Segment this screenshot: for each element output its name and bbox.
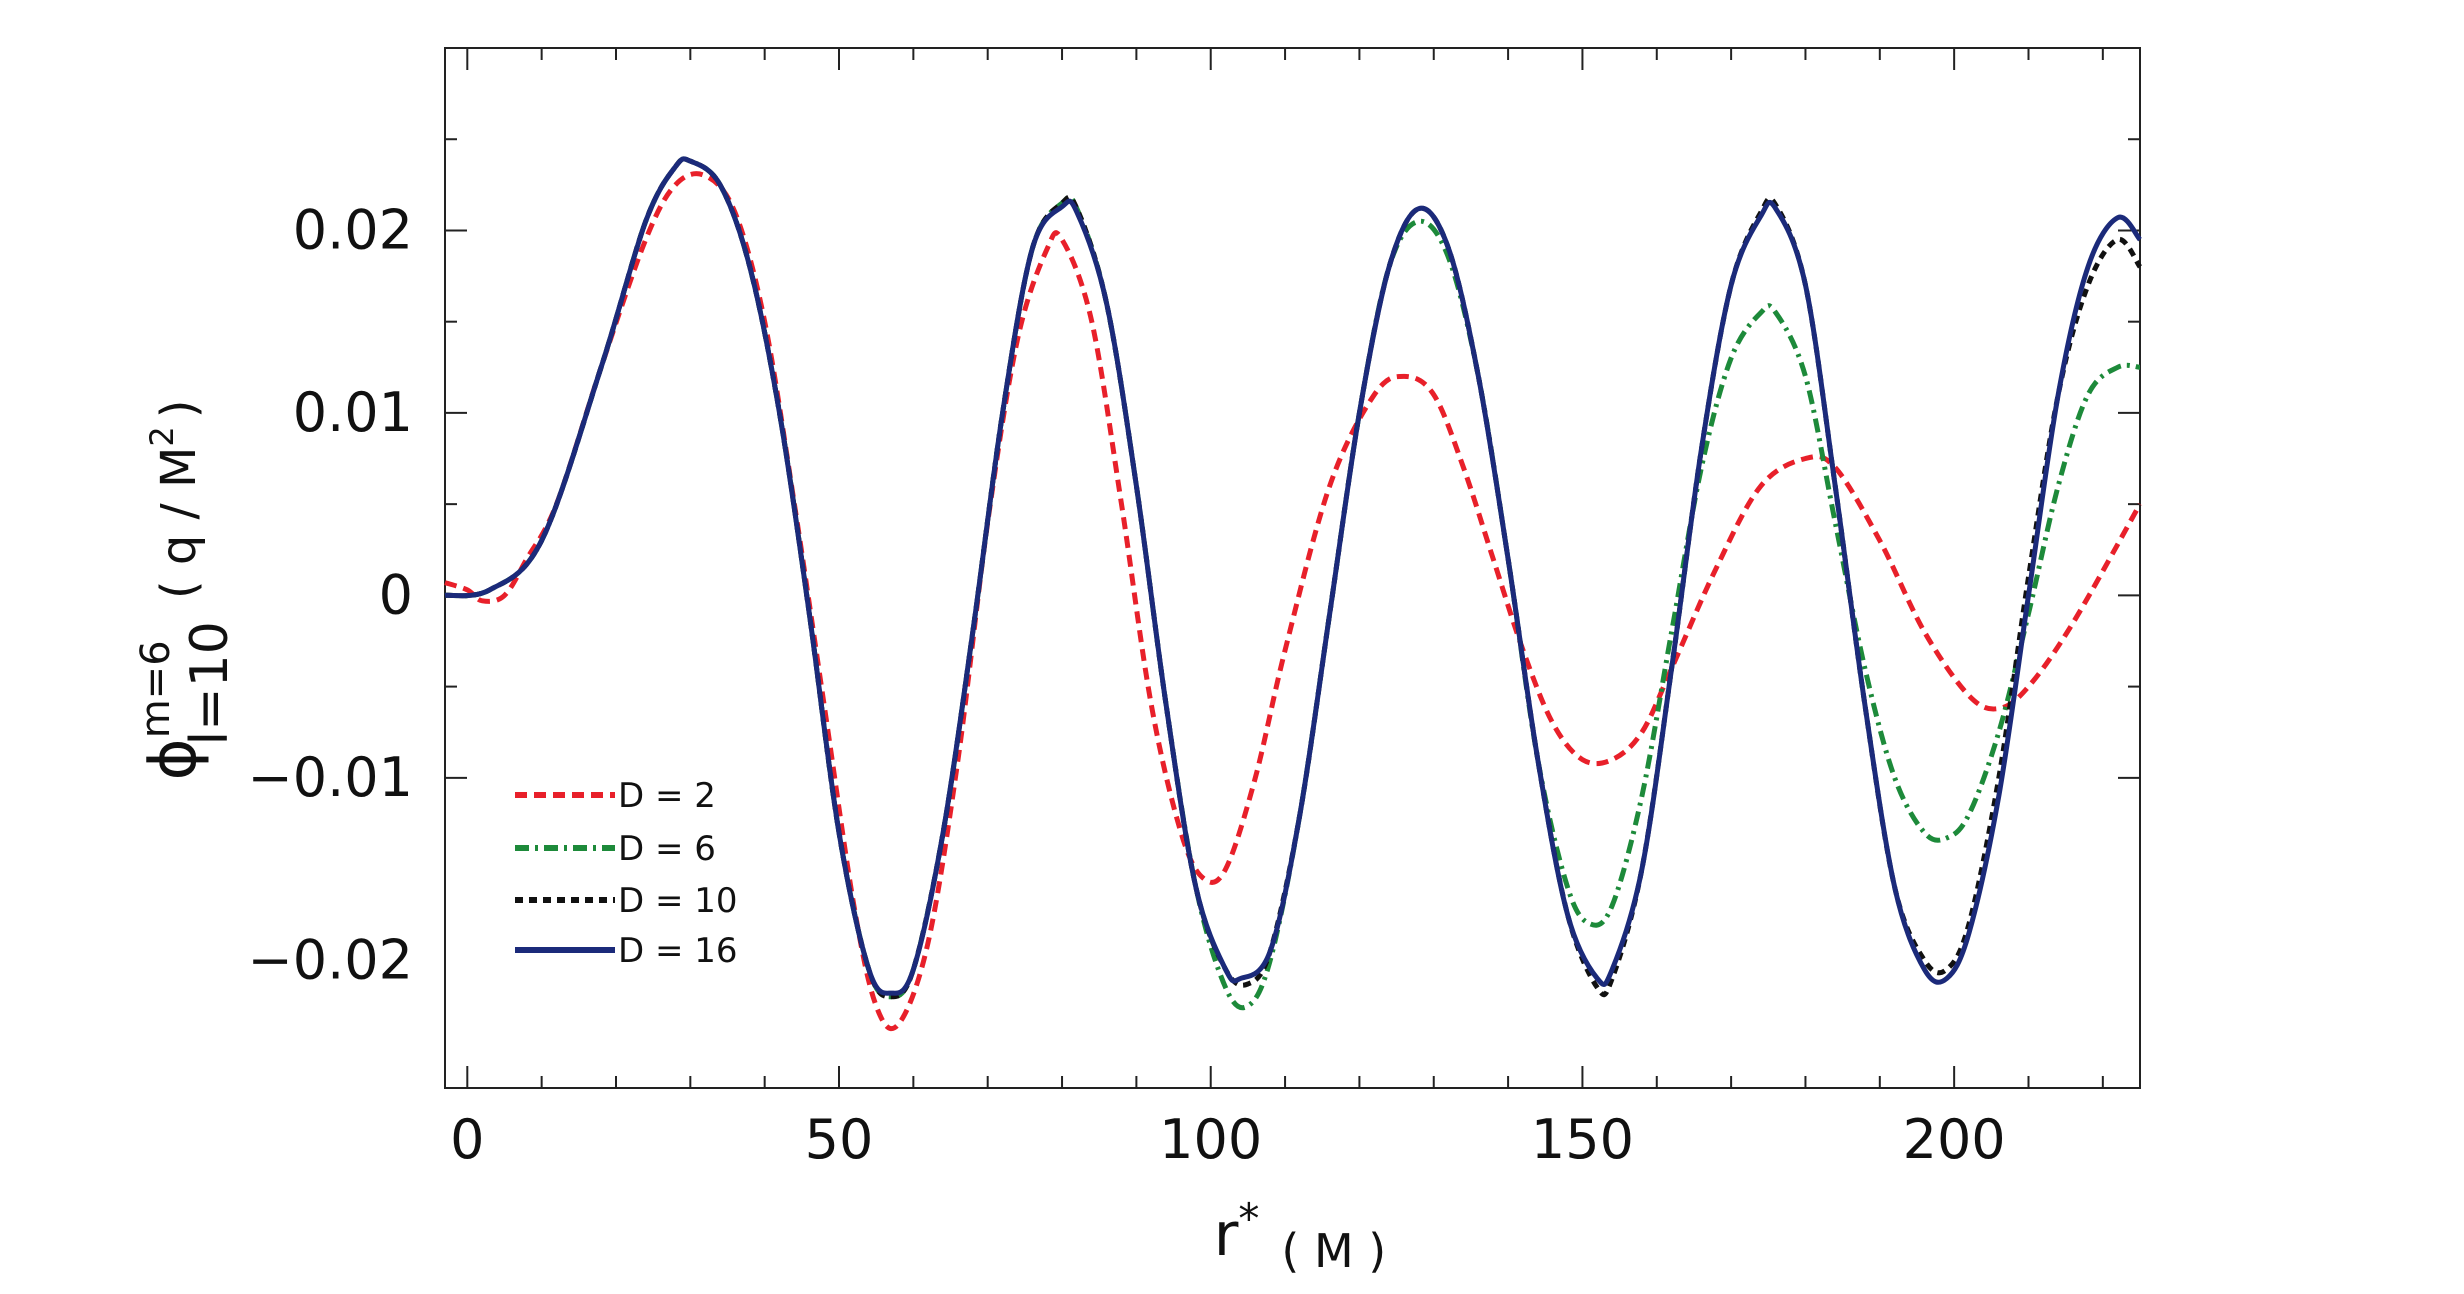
x-axis-label: r* ( M )	[1214, 1194, 1387, 1278]
y-axis-label: ϕm=6l=10 ( q / M2)	[133, 400, 240, 781]
axis-tick-labels: 0 50 100 150 200 0.02 0.01 0 −0.01 −0.02	[248, 198, 2006, 1171]
y-axis-unit-close: )	[151, 400, 207, 419]
axis-ticks	[445, 48, 2140, 1088]
x-tick-label: 150	[1531, 1108, 1634, 1171]
y-tick-label: 0	[379, 563, 413, 626]
series-group	[444, 156, 2143, 1032]
x-axis-sup: *	[1238, 1194, 1259, 1243]
series-line-d16	[444, 156, 2142, 996]
legend-label-d10: D = 10	[618, 881, 738, 921]
y-axis-symbol: ϕ	[137, 738, 211, 780]
x-tick-label: 200	[1903, 1108, 2006, 1171]
y-tick-label: −0.02	[248, 928, 413, 991]
svg-text:ϕm=6l=10( q / M2): ϕm=6l=10 ( q / M2)	[133, 400, 240, 781]
y-tick-label: 0.02	[293, 198, 413, 261]
legend-label-d2: D = 2	[618, 776, 716, 816]
plot-frame	[444, 47, 2141, 1089]
y-tick-label: 0.01	[293, 381, 413, 444]
legend: D = 2 D = 6 D = 10 D = 16	[515, 776, 738, 971]
legend-label-d6: D = 6	[618, 829, 716, 869]
y-axis-sup: m=6	[133, 640, 179, 738]
x-tick-label: 50	[805, 1108, 874, 1171]
x-axis-main: r	[1214, 1200, 1239, 1270]
x-tick-label: 0	[450, 1108, 484, 1171]
y-axis-sub: l=10	[180, 621, 240, 745]
y-tick-label: −0.01	[248, 746, 413, 809]
y-axis-unit: ( q / M	[151, 447, 207, 600]
x-tick-label: 100	[1159, 1108, 1262, 1171]
x-axis-unit: ( M )	[1281, 1224, 1386, 1278]
series-line-d10	[444, 156, 2143, 1000]
legend-label-d16: D = 16	[618, 931, 738, 971]
y-axis-unit-sup: 2	[143, 426, 181, 446]
